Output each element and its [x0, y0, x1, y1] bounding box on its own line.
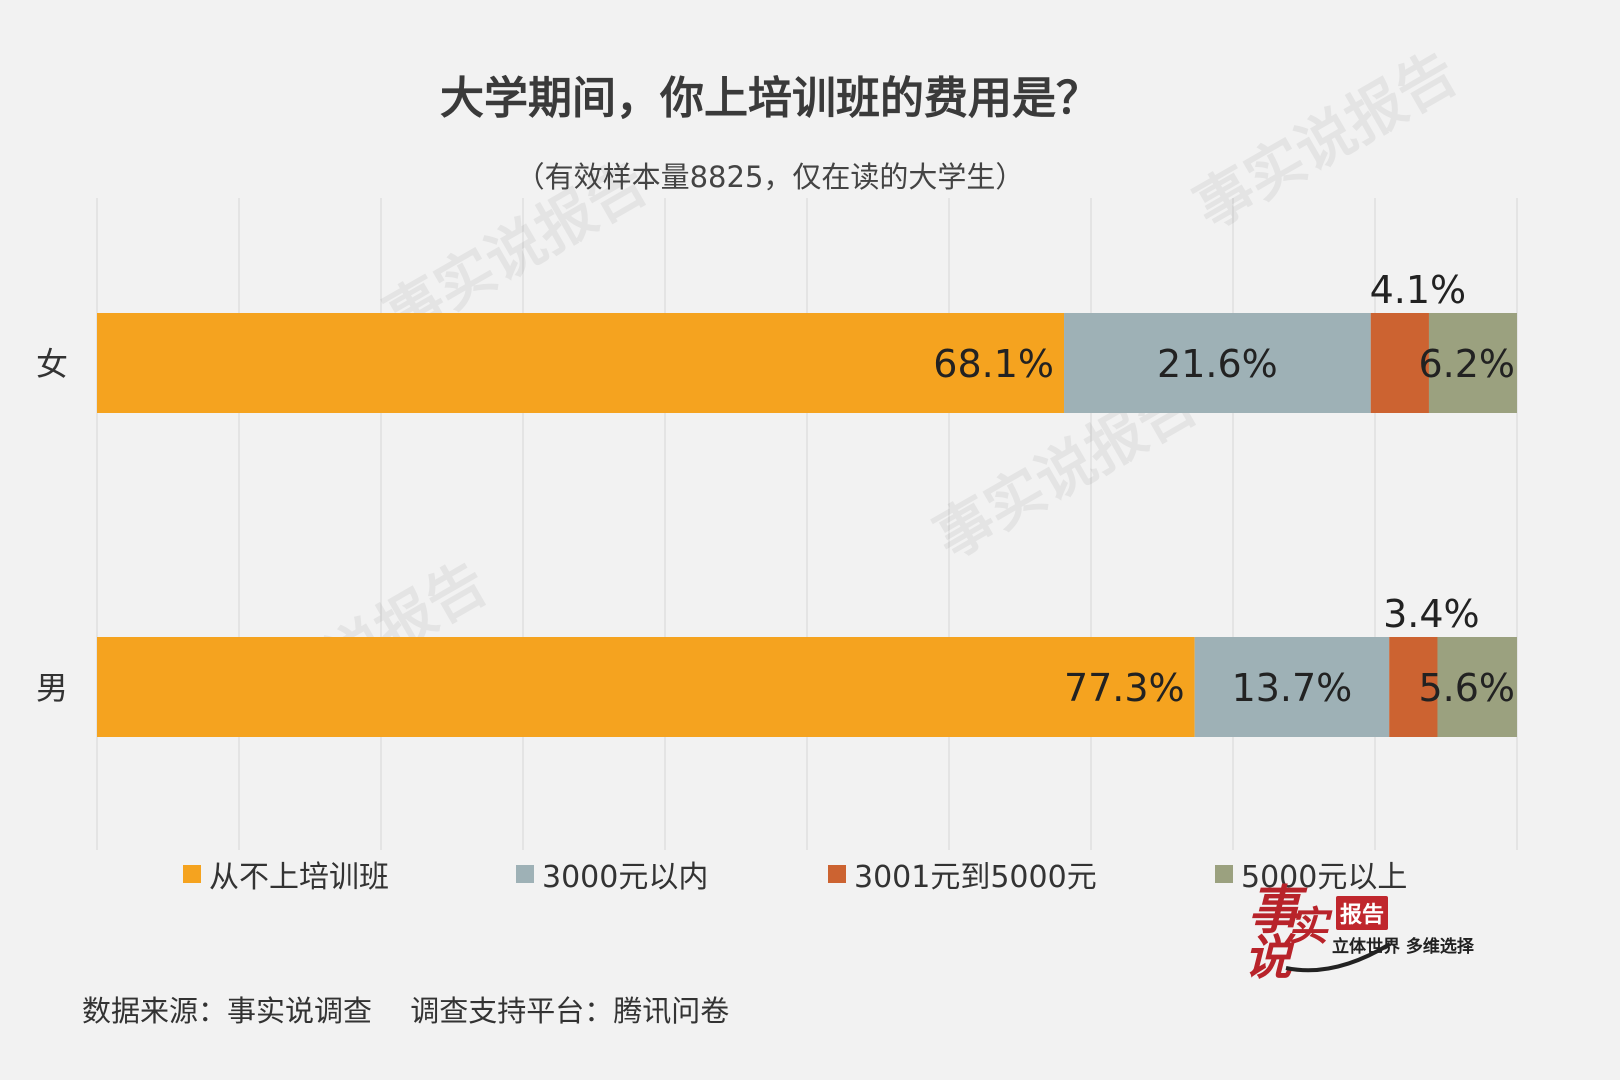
- bar-segment: [1370, 313, 1429, 413]
- logo-char-3: 说: [1244, 930, 1293, 986]
- data-label: 21.6%: [1157, 342, 1278, 386]
- legend-label: 3001元到5000元: [854, 860, 1097, 895]
- legend-swatch: [516, 865, 534, 883]
- logo-slogan: 立体世界 多维选择: [1332, 937, 1474, 957]
- legend-label: 3000元以内: [542, 860, 709, 895]
- legend-swatch: [828, 865, 846, 883]
- category-label: 女: [36, 345, 68, 383]
- legend-swatch: [183, 865, 201, 883]
- data-label: 6.2%: [1418, 342, 1515, 386]
- category-label: 男: [36, 669, 68, 707]
- legend-item: 从不上培训班: [183, 852, 389, 896]
- logo-swoosh-icon: [1285, 942, 1392, 973]
- legend-swatch: [1215, 865, 1233, 883]
- bar-segment: [1389, 637, 1438, 737]
- bar-segment: [1194, 637, 1390, 737]
- chart-legend: 从不上培训班 3000元以内 3001元到5000元 5000元以上: [0, 852, 1620, 895]
- data-label: 4.1%: [1370, 268, 1467, 312]
- legend-item: 5000元以上: [1215, 852, 1407, 896]
- bar-segment: [97, 313, 1065, 413]
- bar-segment: [1064, 313, 1371, 413]
- legend-item: 3001元到5000元: [828, 852, 1097, 896]
- source-note: 数据来源：事实说调查 调查支持平台：腾讯问卷: [82, 994, 730, 1028]
- legend-item: 3000元以内: [516, 852, 708, 896]
- brand-logo: 事 实 说 报告 立体世界 多维选择: [1244, 868, 1484, 988]
- logo-badge: 报告: [1336, 896, 1389, 930]
- data-label: 68.1%: [933, 342, 1054, 386]
- data-label: 5.6%: [1418, 666, 1515, 710]
- bar-segment: [97, 637, 1195, 737]
- watermark-logo: 事实说报告: [1183, 38, 1468, 242]
- chart-title: 大学期间，你上培训班的费用是？: [440, 73, 1100, 124]
- data-label: 77.3%: [1064, 666, 1185, 710]
- data-label: 3.4%: [1383, 592, 1480, 636]
- legend-label: 5000元以上: [1241, 860, 1408, 895]
- bar-segment: [1428, 313, 1517, 413]
- bar-segment: [1437, 637, 1517, 737]
- chart-subtitle: （有效样本量8825，仅在读的大学生）: [515, 160, 1025, 194]
- legend-label: 从不上培训班: [209, 860, 389, 895]
- logo-char-1: 事: [1248, 880, 1301, 941]
- logo-char-2: 实: [1288, 903, 1328, 950]
- data-label: 13.7%: [1232, 666, 1353, 710]
